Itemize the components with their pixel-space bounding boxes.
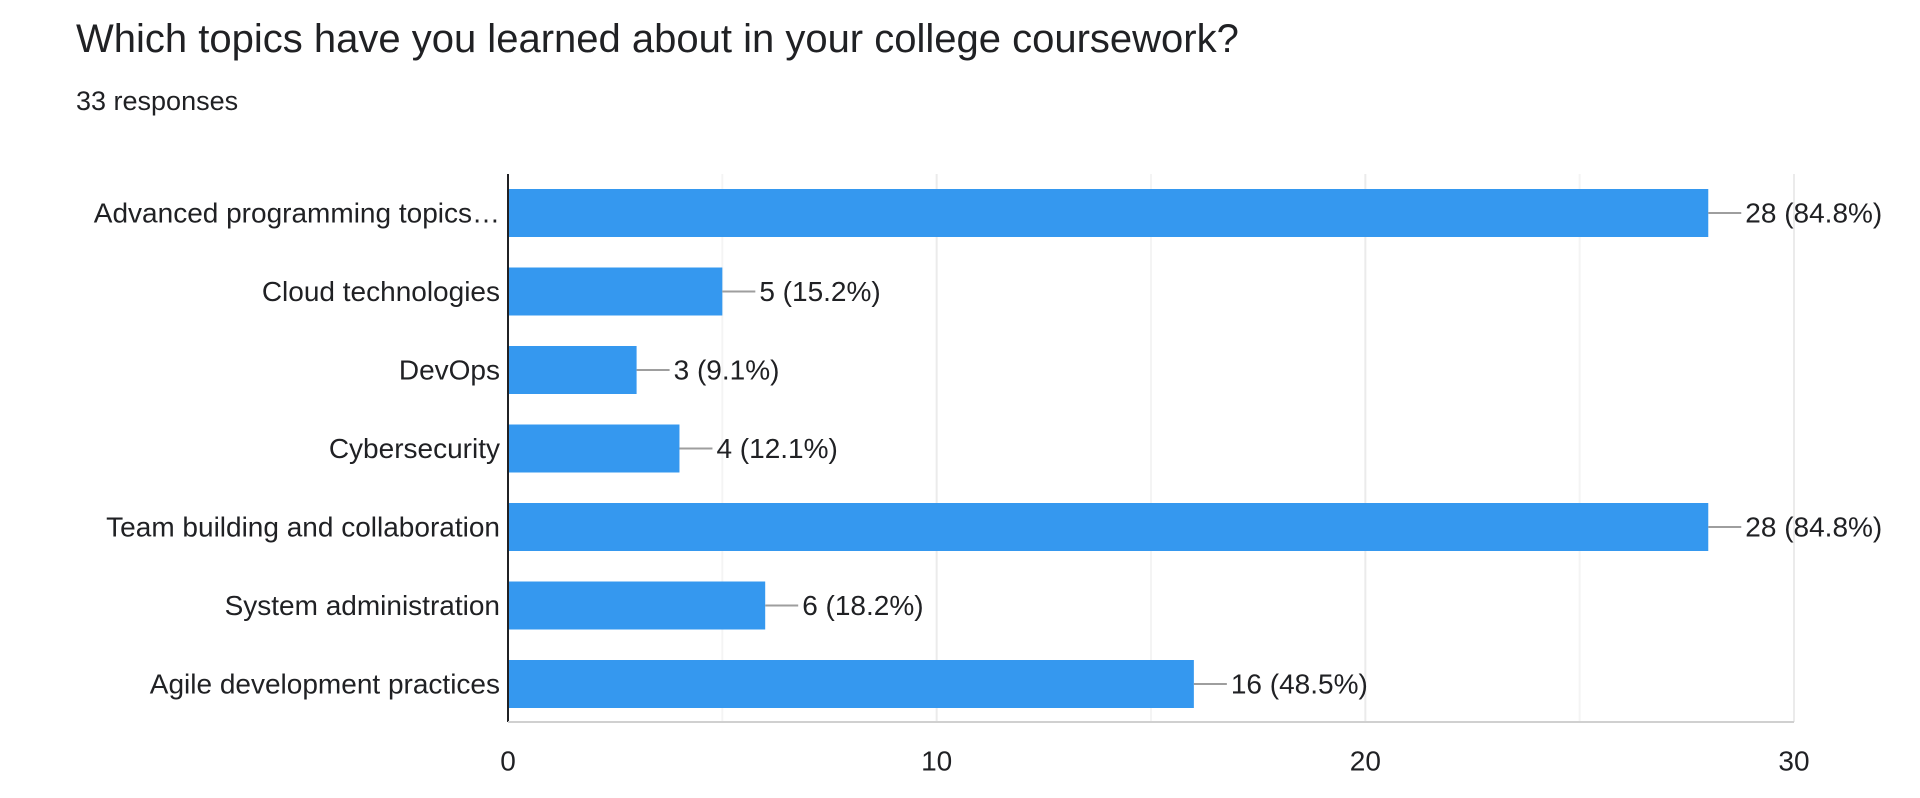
bar <box>508 346 637 394</box>
category-label: Agile development practices <box>150 669 500 700</box>
category-label: Advanced programming topics… <box>94 198 500 229</box>
bar <box>508 424 680 473</box>
bar <box>508 660 1194 708</box>
x-tick-label: 0 <box>500 746 516 777</box>
bar <box>508 189 1709 237</box>
category-label: Cybersecurity <box>329 433 500 464</box>
value-label: 5 (15.2%) <box>759 276 880 307</box>
bar <box>508 503 1709 551</box>
response-count: 33 responses <box>76 86 239 116</box>
value-label: 4 (12.1%) <box>716 433 837 464</box>
value-label: 3 (9.1%) <box>674 355 780 386</box>
bar <box>508 581 766 630</box>
value-label: 16 (48.5%) <box>1231 669 1368 700</box>
x-tick-label: 20 <box>1350 746 1381 777</box>
category-label: System administration <box>225 590 500 621</box>
category-label: Cloud technologies <box>262 276 500 307</box>
value-label: 28 (84.8%) <box>1745 198 1882 229</box>
bar <box>508 267 723 316</box>
category-label: DevOps <box>399 355 500 386</box>
x-tick-label: 10 <box>921 746 952 777</box>
x-tick-label: 30 <box>1778 746 1809 777</box>
value-label: 6 (18.2%) <box>802 590 923 621</box>
chart-header: Which topics have you learned about in y… <box>76 14 1239 116</box>
question-title: Which topics have you learned about in y… <box>76 17 1239 61</box>
category-label: Team building and collaboration <box>106 512 500 543</box>
value-label: 28 (84.8%) <box>1745 512 1882 543</box>
